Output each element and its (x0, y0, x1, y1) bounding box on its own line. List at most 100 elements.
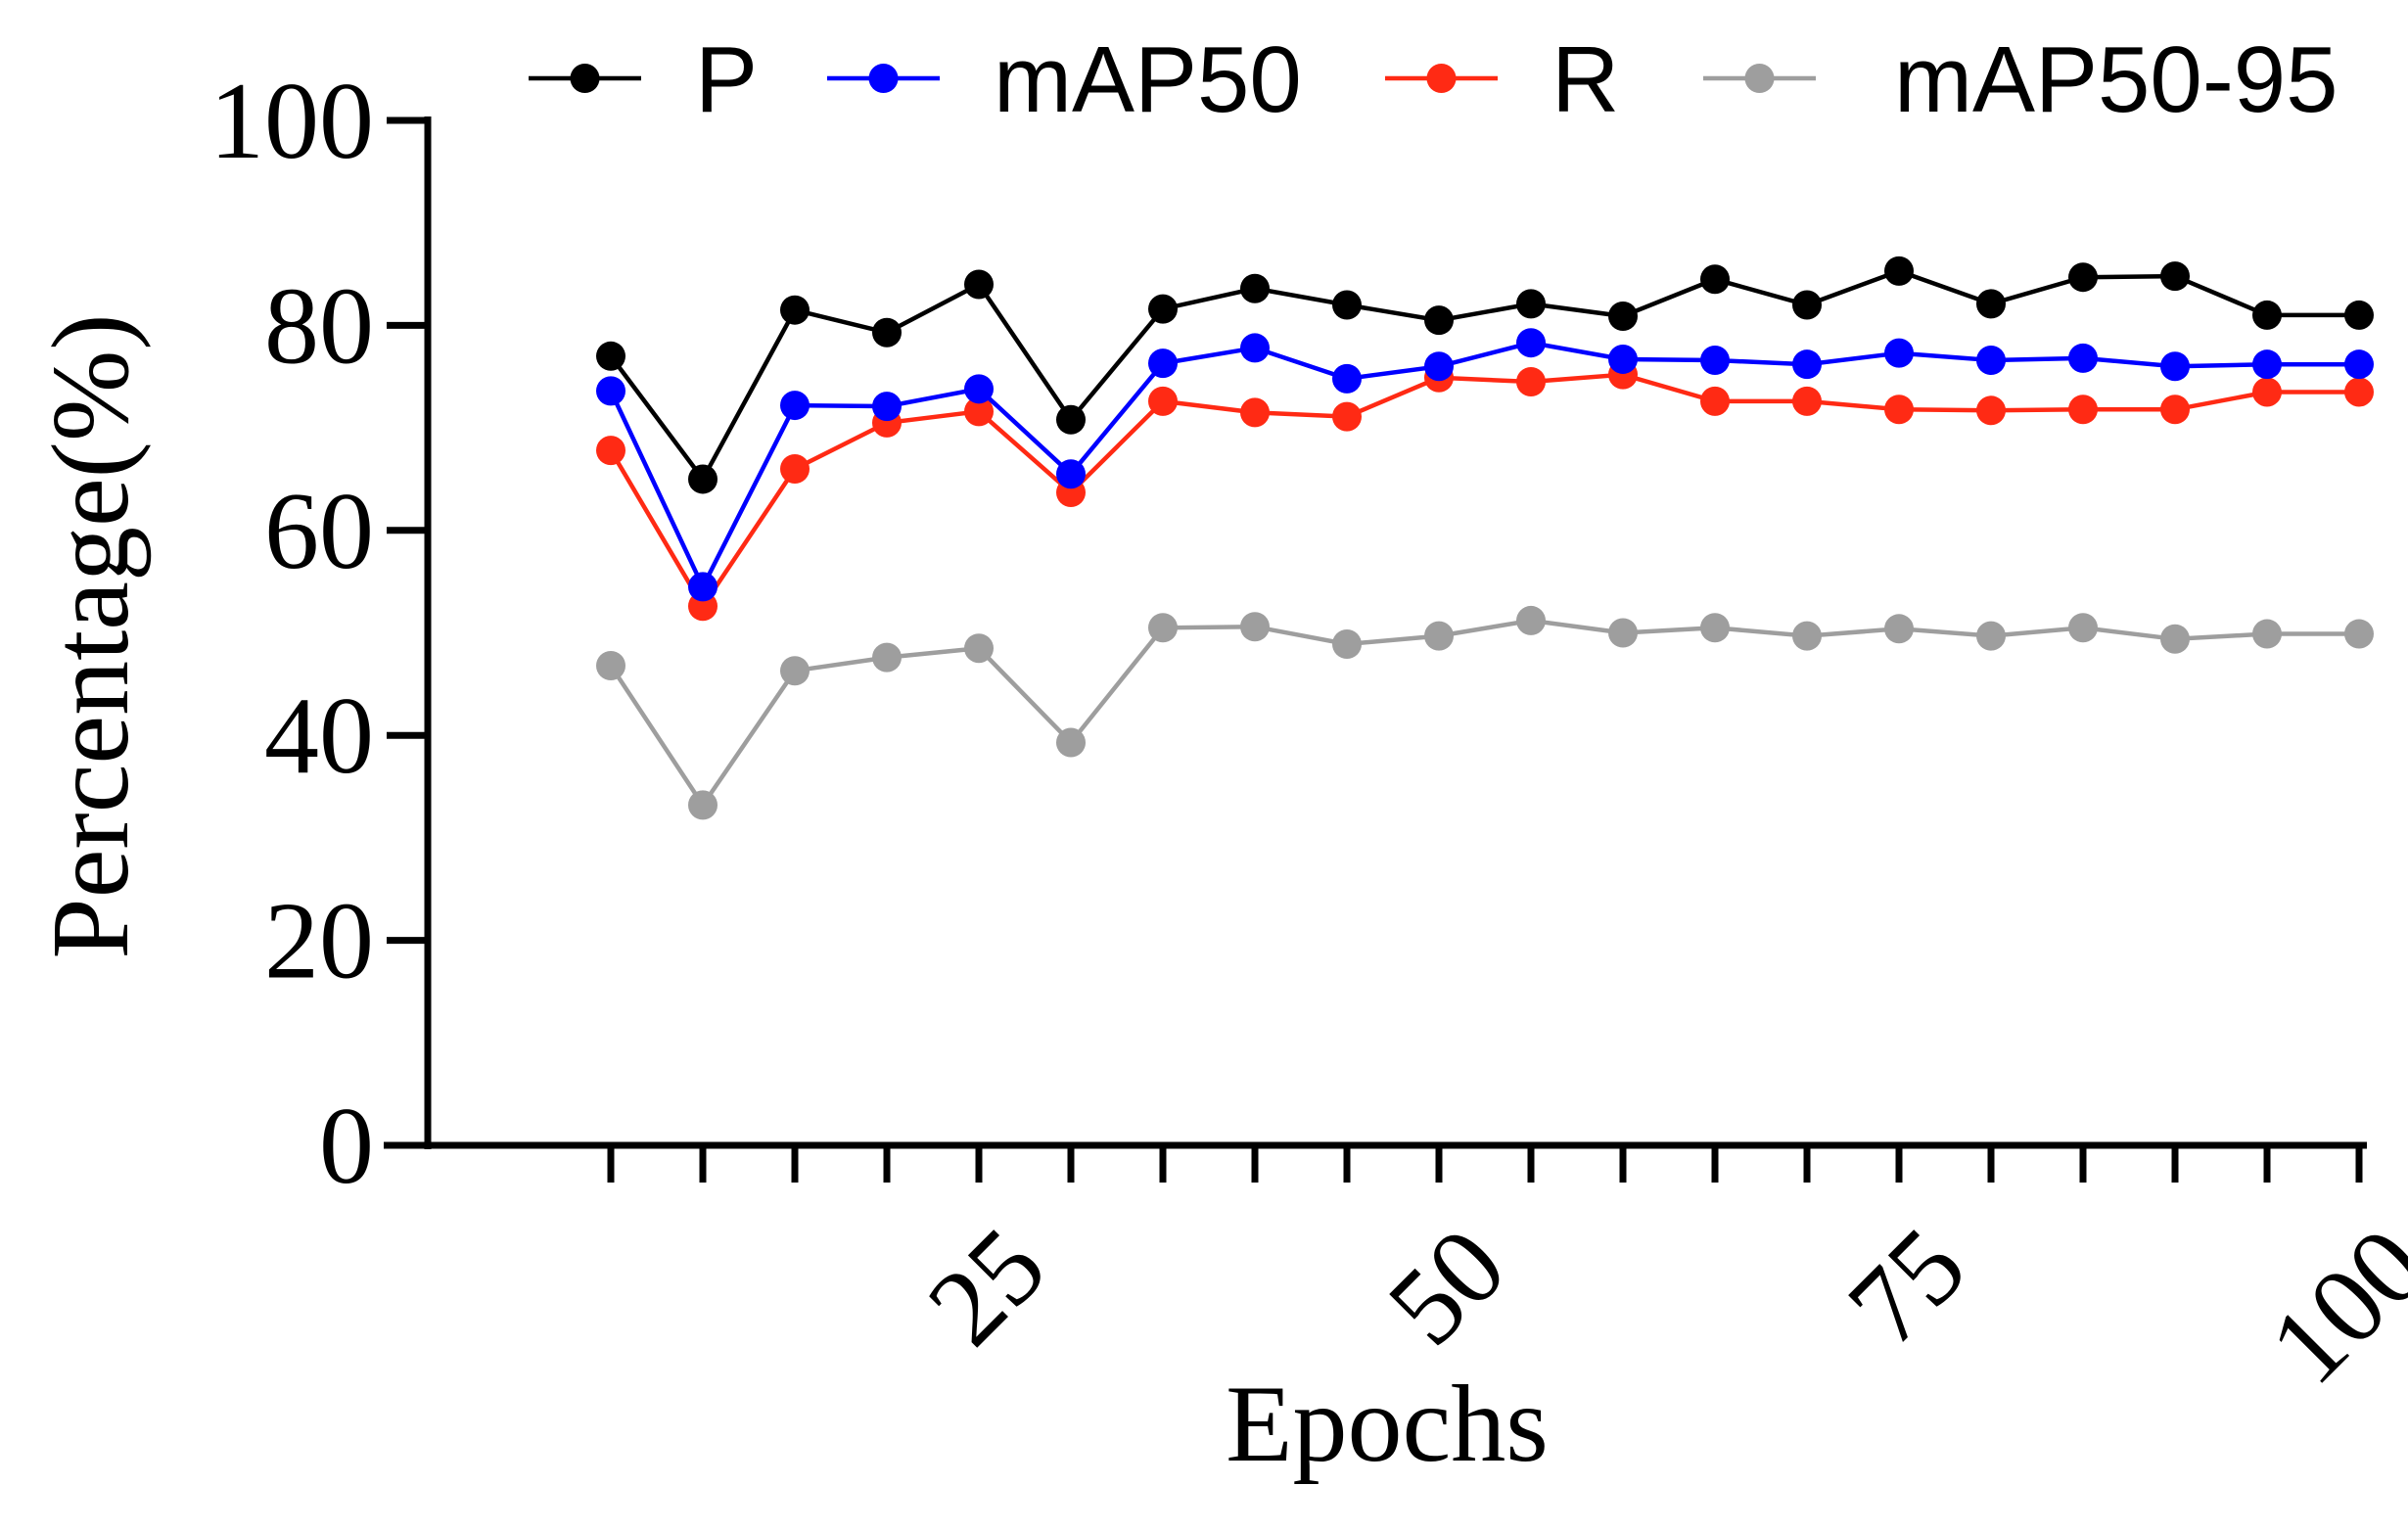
data-point-map50 (1516, 328, 1546, 358)
y-tick-label: 40 (264, 675, 374, 797)
data-point-map50 (2068, 343, 2098, 373)
data-point-map50-95 (1608, 618, 1638, 648)
legend-item-map50-95: mAP50-95 (1703, 27, 2339, 132)
data-point-p (1332, 290, 1362, 320)
data-point-map50-95 (2160, 624, 2190, 654)
data-point-map50-95 (1700, 613, 1730, 643)
data-point-map50-95 (872, 642, 902, 673)
data-point-map50-95 (596, 651, 625, 681)
data-point-r (1884, 395, 1914, 425)
data-point-r (1976, 395, 2006, 426)
legend-label: R (1551, 27, 1619, 132)
y-axis-title: Percentage(%) (30, 313, 152, 958)
y-tick-label: 0 (319, 1086, 374, 1207)
data-point-r (964, 396, 994, 427)
legend-label: mAP50-95 (1894, 27, 2339, 132)
data-point-map50-95 (1884, 614, 1914, 644)
data-point-r (1516, 366, 1546, 396)
data-point-p (1884, 255, 1914, 286)
data-point-map50-95 (1976, 621, 2006, 651)
legend-item-map50: mAP50 (827, 27, 1302, 132)
data-point-map50-95 (2344, 619, 2374, 649)
data-point-map50 (1884, 338, 1914, 368)
data-point-map50 (596, 376, 625, 406)
data-point-map50-95 (688, 790, 718, 820)
data-point-map50-95 (2252, 619, 2282, 649)
data-point-map50 (780, 391, 810, 421)
data-point-r (2160, 395, 2190, 425)
y-tick-label: 100 (209, 61, 374, 182)
data-point-map50 (1976, 345, 2006, 375)
data-point-p (2344, 300, 2374, 330)
data-point-map50-95 (1424, 621, 1454, 651)
data-point-r (1700, 386, 1730, 416)
data-point-r (1332, 401, 1362, 432)
data-point-map50 (872, 392, 902, 422)
legend-swatch-marker (570, 64, 600, 93)
data-point-p (1792, 290, 1822, 320)
data-point-map50-95 (2068, 613, 2098, 643)
data-point-map50 (2252, 349, 2282, 380)
data-point-p (2068, 262, 2098, 293)
data-point-map50-95 (780, 656, 810, 686)
data-point-map50 (964, 374, 994, 404)
data-point-map50-95 (1240, 612, 1270, 642)
series-line-r (609, 372, 2359, 611)
data-point-r (596, 436, 625, 466)
data-point-map50 (1792, 349, 1822, 380)
data-point-map50 (2344, 349, 2374, 380)
data-point-r (2344, 377, 2374, 407)
data-point-r (1148, 386, 1178, 416)
data-point-p (780, 295, 810, 325)
data-point-p (1424, 305, 1454, 336)
data-point-map50-95 (1148, 613, 1178, 643)
data-point-p (1608, 301, 1638, 331)
data-point-r (1792, 386, 1822, 416)
legend-swatch-marker (1744, 64, 1775, 93)
data-point-p (1240, 273, 1270, 303)
series-r (596, 359, 2374, 622)
series-layer (596, 255, 2374, 820)
data-point-p (1148, 294, 1178, 324)
legend-item-r: R (1385, 27, 1619, 132)
series-p (596, 255, 2374, 494)
data-point-p (2252, 300, 2282, 330)
data-point-r (2068, 395, 2098, 425)
data-point-map50-95 (1792, 621, 1822, 651)
data-point-p (872, 317, 902, 348)
data-point-p (688, 464, 718, 494)
x-axis-title: Epochs (1226, 1364, 1549, 1485)
data-point-map50 (1700, 345, 1730, 375)
data-point-map50 (1240, 333, 1270, 363)
data-point-map50 (688, 572, 718, 602)
data-point-p (1056, 404, 1086, 435)
series-line-p (609, 268, 2359, 484)
data-point-p (2160, 261, 2190, 292)
data-point-p (596, 341, 625, 371)
y-tick-label: 60 (264, 471, 374, 592)
data-point-r (2252, 377, 2282, 407)
series-line-map50 (608, 340, 2359, 592)
legend-label: P (695, 27, 758, 132)
data-point-map50-95 (964, 633, 994, 664)
data-point-map50 (1332, 363, 1362, 394)
data-point-p (964, 269, 994, 300)
data-point-map50-95 (1056, 727, 1086, 758)
legend-swatch-marker (868, 64, 899, 93)
data-point-map50 (1608, 344, 1638, 374)
legend-swatch-marker (1426, 64, 1457, 93)
y-tick-label: 20 (264, 881, 374, 1002)
data-point-r (780, 453, 810, 484)
series-map50 (596, 328, 2374, 602)
data-point-p (1516, 289, 1546, 319)
data-point-p (1700, 264, 1730, 295)
data-point-map50 (1424, 351, 1454, 382)
data-point-map50 (1148, 348, 1178, 379)
series-map50-95 (596, 605, 2374, 820)
legend-label: mAP50 (994, 27, 1302, 132)
legend-item-p: P (529, 27, 758, 132)
